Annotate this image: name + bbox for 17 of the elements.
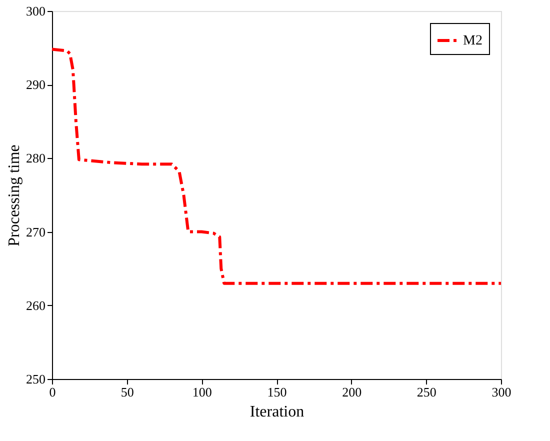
x-tick-label: 0 xyxy=(49,384,56,400)
x-tick-label: 150 xyxy=(267,384,287,400)
x-axis-title: Iteration xyxy=(250,404,304,420)
y-tick-label: 300 xyxy=(26,4,46,18)
x-tick-label: 100 xyxy=(192,384,212,400)
x-tick-label: 200 xyxy=(342,384,362,400)
y-tick-label: 280 xyxy=(26,150,46,166)
y-tick-label: 250 xyxy=(26,372,46,386)
x-tick-label: 300 xyxy=(492,384,512,400)
line-series xyxy=(50,48,502,285)
x-tick-label: 50 xyxy=(120,384,134,400)
legend-label: M2 xyxy=(463,34,482,48)
y-tick-label: 260 xyxy=(26,298,46,313)
y-tick-label: 290 xyxy=(26,77,46,92)
y-axis-title: Processing time xyxy=(6,144,23,246)
x-tick-label: 250 xyxy=(416,384,436,400)
y-tick-label: 270 xyxy=(26,224,46,240)
